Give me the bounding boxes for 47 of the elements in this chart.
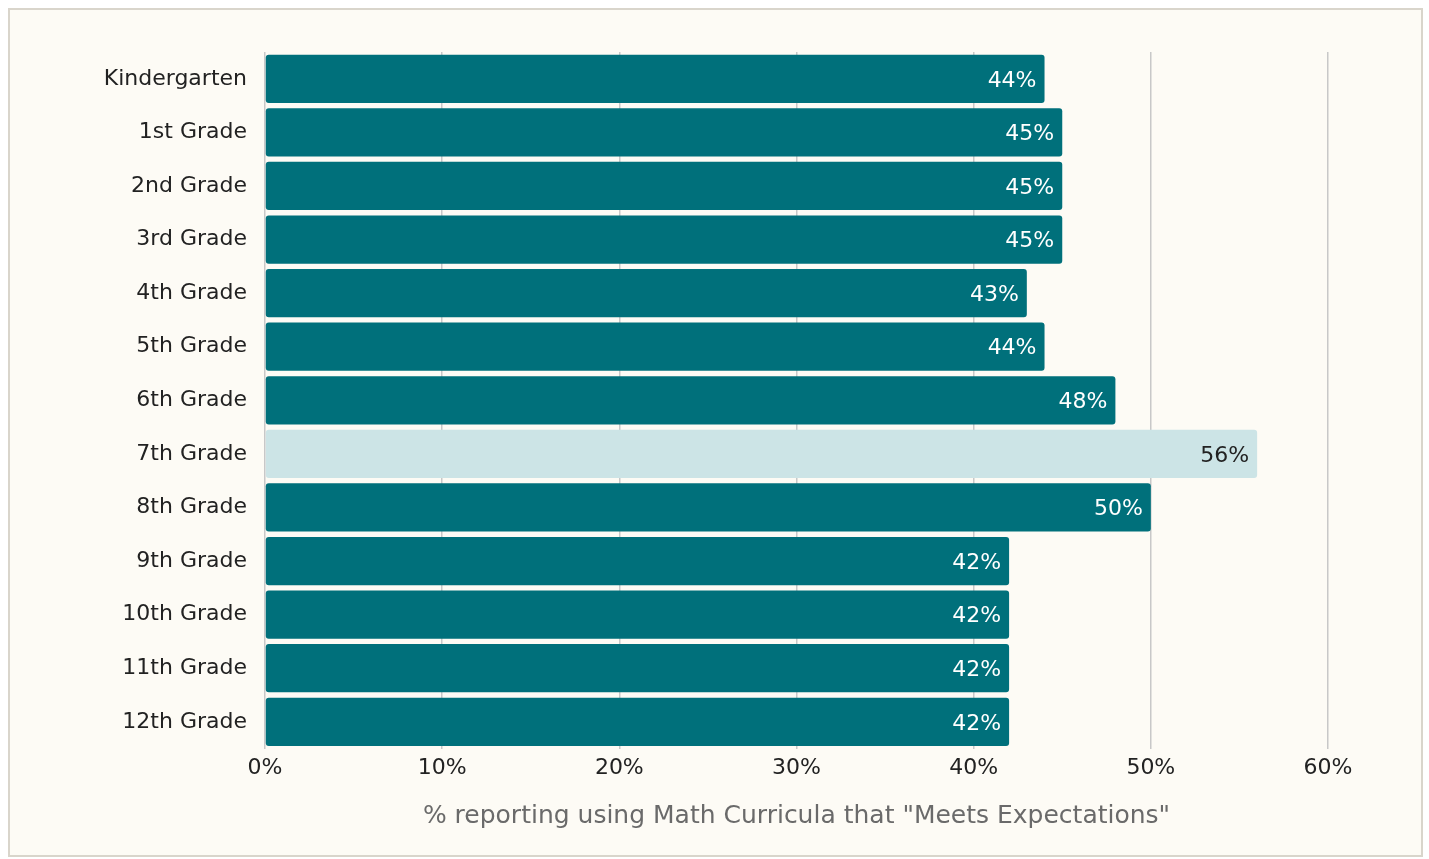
y-tick-label: 3rd Grade xyxy=(136,225,247,251)
data-label: 48% xyxy=(1058,388,1108,414)
y-tick-label: 1st Grade xyxy=(138,118,247,144)
y-tick-label: 12th Grade xyxy=(122,707,247,733)
y-tick-label: 2nd Grade xyxy=(131,171,247,197)
x-axis-title: % reporting using Math Curricula that "Meets Expectations" xyxy=(422,799,1171,829)
bar xyxy=(265,215,1063,264)
x-tick-label: 20% xyxy=(594,753,644,779)
bar xyxy=(265,54,1045,103)
y-tick-label: 6th Grade xyxy=(136,386,247,412)
data-label: 42% xyxy=(952,602,1002,628)
bar xyxy=(265,269,1027,318)
bar xyxy=(265,697,1010,746)
x-tick-label: 30% xyxy=(772,753,821,779)
x-tick-label: 10% xyxy=(417,753,467,779)
y-tick-label: 10th Grade xyxy=(122,600,247,626)
bar xyxy=(265,536,1010,586)
y-tick-label: 11th Grade xyxy=(122,653,247,679)
data-label: 42% xyxy=(952,548,1002,574)
y-tick-label: 5th Grade xyxy=(136,332,247,358)
data-label: 44% xyxy=(987,66,1037,92)
data-label: 42% xyxy=(952,655,1002,681)
bar xyxy=(265,376,1116,425)
data-label: 44% xyxy=(987,334,1037,360)
bar xyxy=(265,644,1010,693)
bar xyxy=(265,429,1258,478)
data-label: 45% xyxy=(1005,120,1055,146)
x-tick-label: 0% xyxy=(247,753,283,779)
data-label: 45% xyxy=(1005,173,1055,199)
x-tick-label: 40% xyxy=(949,753,999,779)
data-label: 42% xyxy=(952,709,1002,735)
data-label: 50% xyxy=(1093,495,1143,521)
data-label: 56% xyxy=(1200,441,1250,467)
x-tick-label: 50% xyxy=(1126,753,1176,779)
data-label: 45% xyxy=(1005,227,1055,253)
bar xyxy=(265,590,1010,639)
y-tick-label: Kindergarten xyxy=(103,64,247,90)
y-tick-label: 4th Grade xyxy=(136,278,247,304)
bar xyxy=(265,161,1063,211)
x-tick-label: 60% xyxy=(1303,753,1353,779)
bar xyxy=(265,483,1151,532)
y-tick-label: 9th Grade xyxy=(136,546,247,572)
y-tick-label: 8th Grade xyxy=(136,493,247,519)
y-tick-label: 7th Grade xyxy=(136,439,247,465)
bar xyxy=(265,322,1045,371)
bar xyxy=(265,108,1063,157)
data-label: 43% xyxy=(969,280,1019,306)
